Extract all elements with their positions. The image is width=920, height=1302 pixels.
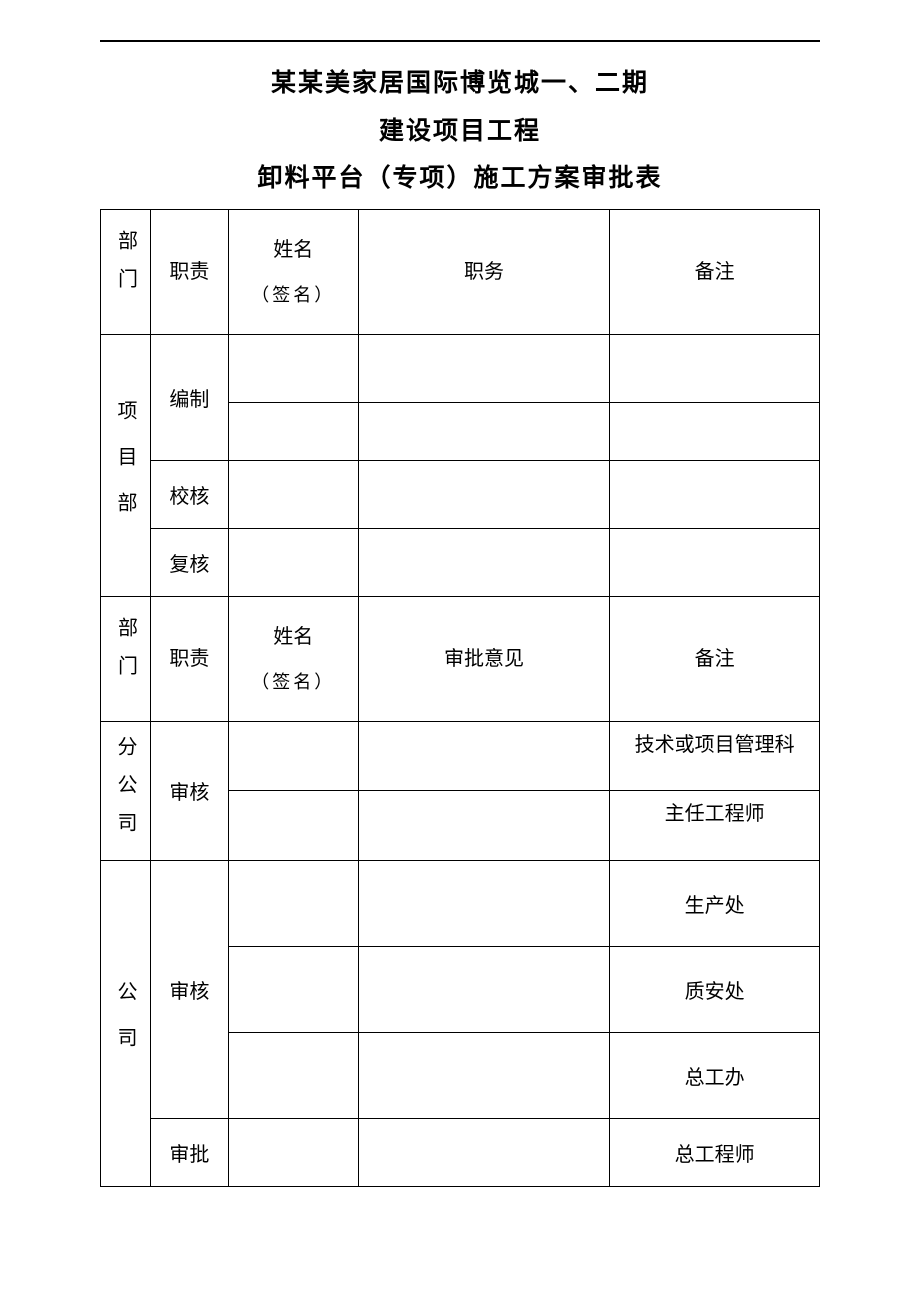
project-name-1a — [228, 334, 358, 402]
company-name-1 — [228, 860, 358, 946]
hdr2-opinion: 审批意见 — [358, 596, 610, 721]
hdr2-dept: 部门 — [101, 596, 151, 721]
top-rule — [100, 40, 820, 42]
branch-name-1 — [228, 721, 358, 791]
branch-dept: 分公司 — [101, 721, 151, 860]
company-dept-text: 公司 — [111, 967, 140, 1073]
project-note-3 — [610, 528, 820, 596]
project-job-2 — [358, 460, 610, 528]
company-op-3 — [358, 1032, 610, 1118]
company-note-2: 质安处 — [610, 946, 820, 1032]
project-job-3 — [358, 528, 610, 596]
hdr1-job: 职务 — [358, 209, 610, 334]
approval-table: 部门 职责 姓名 （签名） 职务 备注 项目部 编制 校核 复核 — [100, 209, 820, 1187]
hdr2-name-l2: （签名） — [229, 661, 358, 704]
hdr2-duty: 职责 — [150, 596, 228, 721]
project-row-4: 复核 — [101, 528, 820, 596]
project-note-2 — [610, 460, 820, 528]
company-note-4: 总工程师 — [610, 1118, 820, 1186]
company-row-1: 公司 审核 生产处 — [101, 860, 820, 946]
hdr2-note: 备注 — [610, 596, 820, 721]
hdr2-name: 姓名 （签名） — [228, 596, 358, 721]
project-dept: 项目部 — [101, 334, 151, 596]
company-duty-review: 审核 — [150, 860, 228, 1118]
branch-row-1: 分公司 审核 技术或项目管理科 — [101, 721, 820, 791]
title-line-1: 某某美家居国际博览城一、二期 — [100, 60, 820, 108]
title-line-2: 建设项目工程 — [100, 108, 820, 156]
project-name-1b — [228, 402, 358, 460]
company-row-4: 审批 总工程师 — [101, 1118, 820, 1186]
branch-dept-text: 分公司 — [111, 726, 140, 850]
branch-note-1: 技术或项目管理科 — [610, 721, 820, 791]
company-name-3 — [228, 1032, 358, 1118]
project-duty-2: 校核 — [150, 460, 228, 528]
company-dept: 公司 — [101, 860, 151, 1186]
hdr1-name-l2: （签名） — [229, 274, 358, 317]
company-name-2 — [228, 946, 358, 1032]
project-row-1: 项目部 编制 — [101, 334, 820, 402]
branch-name-2 — [228, 791, 358, 861]
project-name-3 — [228, 528, 358, 596]
company-note-1: 生产处 — [610, 860, 820, 946]
company-note-3: 总工办 — [610, 1032, 820, 1118]
branch-note-2: 主任工程师 — [610, 791, 820, 861]
project-name-2 — [228, 460, 358, 528]
company-op-4 — [358, 1118, 610, 1186]
table-header-row-2: 部门 职责 姓名 （签名） 审批意见 备注 — [101, 596, 820, 721]
project-job-1b — [358, 402, 610, 460]
company-op-2 — [358, 946, 610, 1032]
project-note-1a — [610, 334, 820, 402]
hdr1-dept-text: 部门 — [101, 220, 149, 306]
project-note-1b — [610, 402, 820, 460]
project-duty-3: 复核 — [150, 528, 228, 596]
project-row-3: 校核 — [101, 460, 820, 528]
project-duty-1: 编制 — [150, 334, 228, 460]
hdr1-dept: 部门 — [101, 209, 151, 334]
company-op-1 — [358, 860, 610, 946]
hdr2-dept-text: 部门 — [101, 607, 149, 693]
title-line-3: 卸料平台（专项）施工方案审批表 — [100, 155, 820, 203]
hdr1-name: 姓名 （签名） — [228, 209, 358, 334]
hdr1-note: 备注 — [610, 209, 820, 334]
hdr1-name-l1: 姓名 — [229, 226, 358, 274]
company-name-4 — [228, 1118, 358, 1186]
table-header-row-1: 部门 职责 姓名 （签名） 职务 备注 — [101, 209, 820, 334]
project-job-1a — [358, 334, 610, 402]
branch-op-1 — [358, 721, 610, 791]
branch-op-2 — [358, 791, 610, 861]
project-dept-text: 项目部 — [111, 386, 140, 538]
branch-duty: 审核 — [150, 721, 228, 860]
hdr2-name-l1: 姓名 — [229, 613, 358, 661]
company-duty-approve: 审批 — [150, 1118, 228, 1186]
hdr1-duty: 职责 — [150, 209, 228, 334]
